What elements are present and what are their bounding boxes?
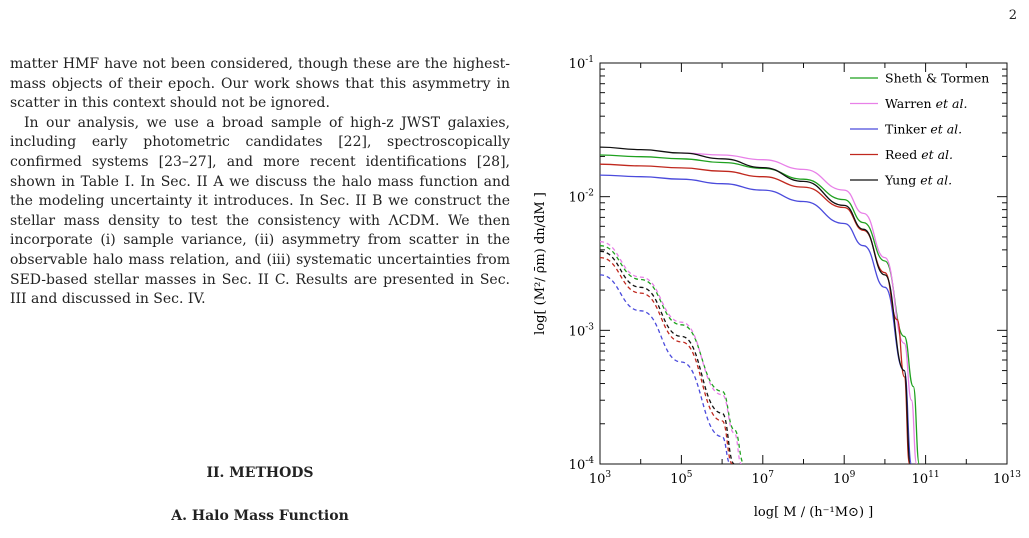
legend-entry: Warren et al. bbox=[885, 96, 967, 111]
y-axis-label: log[ (M²/ ρ̄m) dn/dM ] bbox=[533, 192, 548, 335]
legend-entry: Sheth & Tormen bbox=[885, 71, 989, 86]
y-tick-label: 10-2 bbox=[569, 189, 594, 206]
subsection-heading-hmf: A. Halo Mass Function bbox=[171, 508, 349, 524]
x-tick-label: 109 bbox=[833, 470, 856, 487]
hmf-figure: 103 105 107 109 1011 1013 10-4 10-3 10-2 10-1 Shet… bbox=[520, 44, 1028, 538]
y-tick-label: 10-4 bbox=[569, 456, 595, 473]
paragraph-2: In our analysis, we use a broad sample o… bbox=[10, 114, 510, 308]
legend-entry: Reed et al. bbox=[885, 147, 953, 162]
x-tick-label: 1011 bbox=[912, 470, 940, 487]
series-line-1 bbox=[681, 152, 918, 464]
series-line-6 bbox=[600, 241, 743, 464]
series-line-9 bbox=[600, 250, 736, 464]
series-line-4 bbox=[600, 146, 911, 464]
series-line-0 bbox=[600, 154, 920, 464]
section-heading-methods: II. METHODS bbox=[206, 465, 314, 481]
body-text-column: matter HMF have not been considered, tho… bbox=[10, 55, 510, 310]
legend-entry: Yung et al. bbox=[884, 173, 952, 188]
y-tick-label: 10-1 bbox=[569, 55, 594, 72]
x-tick-label: 107 bbox=[752, 470, 775, 487]
page-number: 2 bbox=[1008, 8, 1017, 23]
x-tick-label: 103 bbox=[589, 470, 612, 487]
x-tick-label: 1013 bbox=[993, 470, 1021, 487]
y-tick-label: 10-3 bbox=[569, 322, 595, 339]
hmf-chart: 103 105 107 109 1011 1013 10-4 10-3 10-2 10-1 Shet… bbox=[533, 55, 1021, 520]
paragraph-1: matter HMF have not been considered, tho… bbox=[10, 56, 510, 112]
legend-entry: Tinker et al. bbox=[885, 122, 962, 137]
series-line-8 bbox=[600, 256, 734, 464]
x-tick-label: 105 bbox=[670, 470, 693, 487]
x-axis-label: log[ M / (h⁻¹M⊙) ] bbox=[754, 505, 873, 520]
series-line-3 bbox=[600, 163, 911, 464]
series-line-2 bbox=[600, 174, 913, 464]
series-line-7 bbox=[600, 274, 732, 464]
